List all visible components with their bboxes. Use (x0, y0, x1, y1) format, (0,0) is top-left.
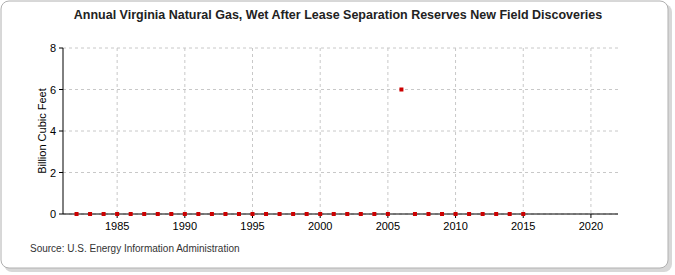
tick (59, 131, 63, 132)
tick-label: 2020 (579, 220, 603, 232)
frame (1, 1, 668, 268)
point (142, 212, 146, 216)
point (318, 212, 322, 216)
points (75, 88, 526, 217)
point (481, 212, 485, 216)
point (264, 212, 268, 216)
point (508, 212, 512, 216)
point (75, 212, 79, 216)
tick-label: 6 (50, 84, 56, 96)
grid-line (455, 48, 456, 214)
grid-line (63, 172, 618, 173)
point (332, 212, 336, 216)
point (372, 212, 376, 216)
point (291, 212, 295, 216)
grid-line (387, 48, 388, 214)
y-label: Billion Cubic Feet (36, 88, 48, 174)
point (129, 212, 133, 216)
grid-line (590, 48, 591, 214)
grid-line (184, 48, 185, 214)
tick (59, 48, 63, 49)
point (386, 212, 390, 216)
point (454, 212, 458, 216)
source: Source: U.S. Energy Information Administ… (30, 243, 240, 254)
grid-line (63, 89, 618, 90)
tick-label: 1995 (240, 220, 264, 232)
point (426, 212, 430, 216)
tick-label: 1985 (105, 220, 129, 232)
tick-label: 8 (50, 42, 56, 54)
grid-line (252, 48, 253, 214)
point (494, 212, 498, 216)
point (210, 212, 214, 216)
grid-line (63, 48, 618, 49)
point (237, 212, 241, 216)
point (413, 212, 417, 216)
tick (59, 172, 63, 173)
tick-label: 2000 (308, 220, 332, 232)
grid-line (320, 48, 321, 214)
point (88, 212, 92, 216)
grid-line (63, 214, 618, 215)
tick (590, 214, 591, 218)
point (115, 212, 119, 216)
tick-label: 4 (50, 125, 56, 137)
x-axis (63, 214, 618, 215)
tick-label: 2 (50, 167, 56, 179)
y-axis (63, 48, 64, 214)
point (251, 212, 255, 216)
point (359, 212, 363, 216)
tick-label: 2005 (376, 220, 400, 232)
tick-label: 0 (50, 208, 56, 220)
grid-line (117, 48, 118, 214)
grid-line (63, 131, 618, 132)
tick (59, 89, 63, 90)
grid-line (523, 48, 524, 214)
point (305, 212, 309, 216)
tick-label: 2010 (443, 220, 467, 232)
title: Annual Virginia Natural Gas, Wet After L… (74, 8, 602, 22)
point (467, 212, 471, 216)
point (183, 212, 187, 216)
tick-label: 2015 (511, 220, 535, 232)
point (278, 212, 282, 216)
point (399, 88, 403, 92)
chart: Annual Virginia Natural Gas, Wet After L… (0, 0, 675, 275)
point (223, 212, 227, 216)
point (440, 212, 444, 216)
point (521, 212, 525, 216)
point (345, 212, 349, 216)
tick (59, 214, 63, 215)
point (156, 212, 160, 216)
tick-label: 1990 (173, 220, 197, 232)
point (102, 212, 106, 216)
point (169, 212, 173, 216)
point (196, 212, 200, 216)
